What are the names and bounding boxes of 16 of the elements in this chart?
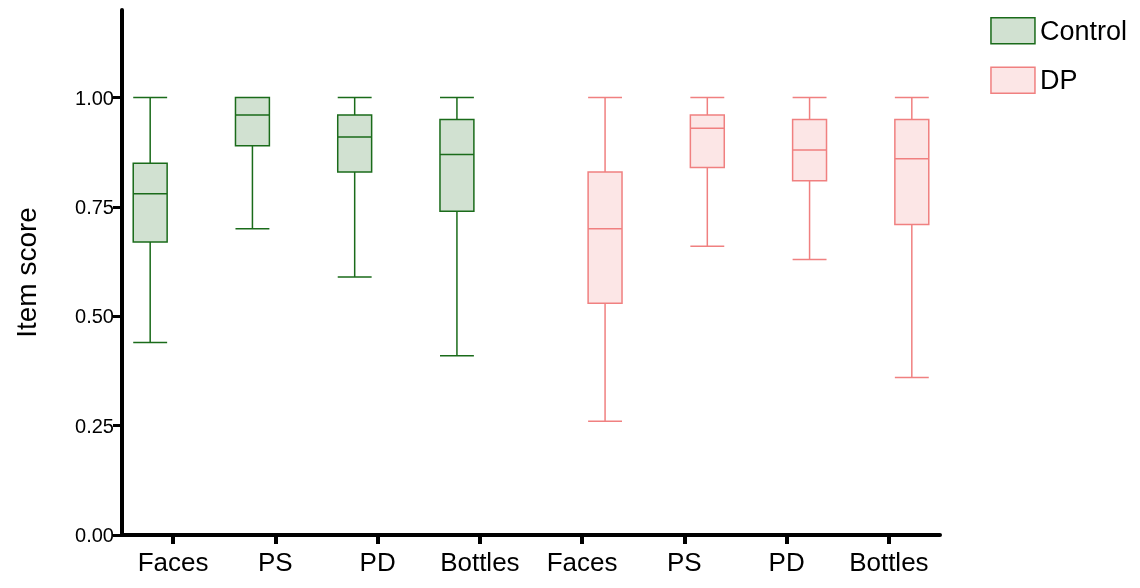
x-tick-label: Faces	[546, 547, 618, 577]
y-tick-label: 0.00	[75, 524, 114, 546]
legend-label: Control	[1039, 15, 1128, 46]
x-tick-label: Bottles	[440, 547, 520, 577]
x-tick-label: PD	[768, 547, 805, 577]
x-tick-label: Bottles	[849, 547, 929, 577]
x-tick-label: Faces	[137, 547, 209, 577]
y-tick-label: 0.50	[75, 305, 114, 328]
y-tick-label: 0.25	[75, 414, 114, 437]
x-tick-label: PS	[258, 547, 293, 577]
x-tick-label: PD	[359, 547, 396, 577]
x-tick-label: PS	[667, 547, 702, 577]
y-tick-label: 0.75	[75, 195, 114, 218]
y-axis-title: Item score	[10, 207, 42, 338]
y-tick-label: 1.00	[75, 86, 114, 109]
legend-label: DP	[1039, 65, 1078, 96]
